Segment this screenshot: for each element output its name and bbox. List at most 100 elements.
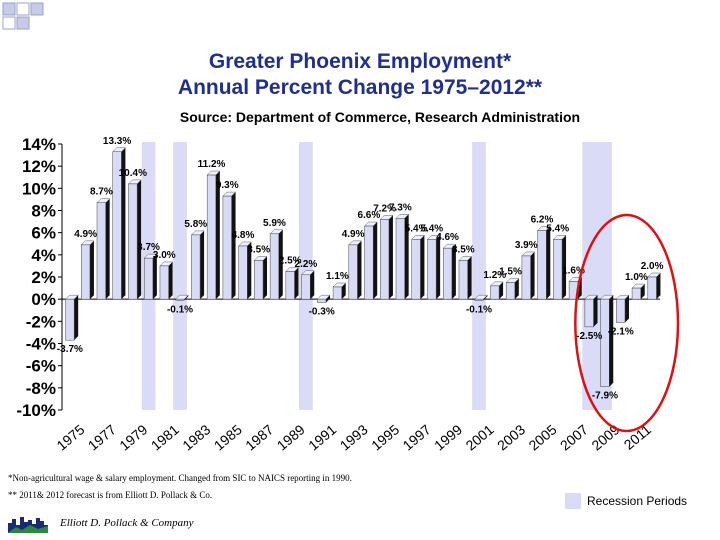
bar-2010	[615, 294, 630, 323]
bar-1991	[316, 294, 331, 303]
data-label-1992: 1.1%	[326, 271, 349, 282]
bar-face	[474, 298, 484, 301]
bar-side	[499, 281, 504, 300]
footnote-1: *Non-agricultural wage & salary employme…	[8, 473, 352, 483]
x-tick-label-1997: 1997	[400, 421, 434, 453]
data-label-2002: 1.2%	[483, 270, 506, 281]
y-tick-label: 14%	[22, 135, 56, 154]
bar-side	[168, 261, 173, 300]
data-label-1996: 7.3%	[389, 202, 412, 213]
data-label-1986: 4.8%	[232, 230, 255, 241]
x-tick-label-1991: 1991	[305, 421, 339, 453]
y-tick-label: -2%	[26, 312, 56, 331]
data-label-2011: 1.0%	[625, 272, 648, 283]
data-label-1984: 11.2%	[198, 159, 226, 170]
bar-1976	[80, 240, 95, 300]
bar-side	[121, 147, 126, 300]
bar-side	[640, 284, 645, 300]
data-label-2007: 1.6%	[562, 265, 585, 276]
bar-1979	[128, 179, 142, 300]
bar-2006	[552, 235, 567, 300]
bar-1992	[332, 282, 347, 300]
bar-face	[254, 260, 264, 300]
bar-2009	[600, 294, 614, 387]
bar-1982	[175, 294, 189, 301]
bar-face	[647, 276, 657, 300]
bar-1986	[238, 241, 252, 300]
y-tick-label: 4%	[31, 246, 56, 265]
data-label-1975: -3.7%	[57, 344, 83, 355]
x-tick-label-2011: 2011	[621, 421, 655, 453]
legend: Recession Periods	[565, 493, 687, 509]
bar-side	[373, 222, 378, 300]
bar-1993	[348, 240, 362, 300]
data-label-2004: 3.9%	[515, 240, 538, 251]
bar-face	[505, 282, 516, 300]
data-label-1977: 8.7%	[90, 187, 113, 198]
annotations	[574, 213, 680, 433]
bar-side	[514, 278, 519, 300]
x-tick-label-1999: 1999	[431, 421, 465, 453]
chart-subtitle: Source: Department of Commerce, Research…	[179, 109, 581, 125]
bar-side	[420, 235, 425, 300]
x-tick-label-1985: 1985	[211, 421, 245, 453]
bar-face	[128, 183, 138, 300]
bar-side	[325, 295, 330, 303]
bar-side	[231, 192, 236, 300]
data-label-2003: 1.5%	[499, 267, 522, 278]
data-label-1985: 9.3%	[216, 180, 239, 191]
bar-1989	[285, 267, 299, 300]
bar-1998	[427, 235, 441, 300]
x-tick-label-1995: 1995	[368, 421, 402, 453]
y-tick-label: -8%	[26, 379, 56, 398]
bar-side	[215, 171, 220, 300]
y-tick-label: -6%	[26, 357, 56, 376]
data-label-1987: 3.5%	[247, 244, 270, 255]
data-label-2010: -2.1%	[608, 326, 634, 337]
data-label-2001: -0.1%	[466, 304, 492, 315]
bar-1987	[253, 256, 268, 300]
bar-face	[395, 218, 405, 300]
bar-face	[206, 174, 217, 300]
bar-face	[490, 285, 500, 300]
x-tick-label-1987: 1987	[242, 421, 276, 453]
bar-side	[467, 256, 472, 300]
bar-face	[427, 239, 437, 300]
y-tick-label: 0%	[31, 290, 56, 309]
bar-1999	[442, 243, 457, 300]
x-tick-label-2001: 2001	[463, 421, 497, 453]
data-label-2000: 3.5%	[452, 244, 475, 255]
bar-side	[562, 235, 567, 300]
bar-2012	[647, 272, 661, 300]
bar-2005	[537, 226, 551, 300]
bar-face	[600, 298, 610, 387]
bar-side	[89, 240, 94, 300]
bar-face	[285, 271, 295, 300]
bar-side	[263, 256, 268, 300]
bar-face	[222, 195, 232, 300]
bar-face	[65, 298, 75, 341]
x-tick-labels: 1975197719791981198319851987198919911993…	[53, 421, 654, 453]
bar-face	[458, 260, 468, 300]
bar-1978	[112, 147, 126, 300]
bar-2000	[458, 256, 473, 300]
x-tick-label-2005: 2005	[525, 421, 559, 453]
data-label-1999: 4.6%	[436, 232, 459, 243]
data-label-2012: 2.0%	[641, 261, 664, 272]
bar-side	[137, 179, 142, 300]
data-label-2008: -2.5%	[576, 331, 602, 342]
bar-face	[380, 219, 390, 300]
bar-side	[341, 282, 346, 300]
legend-label: Recession Periods	[587, 494, 688, 508]
data-label-1979: 10.4%	[119, 168, 147, 179]
data-label-1982: -0.1%	[167, 304, 193, 315]
bar-face	[159, 265, 169, 300]
x-tick-label-1977: 1977	[85, 421, 119, 453]
y-tick-labels: 14% 12% 10% 8% 6% 4% 2% 0% -2% -4% -6% -8% -10%	[16, 135, 56, 420]
x-tick-label-1979: 1979	[116, 421, 150, 453]
bar-face	[553, 239, 563, 300]
y-tick-label: 12%	[22, 157, 56, 176]
bar-side	[530, 251, 535, 300]
bar-1983	[190, 230, 205, 300]
data-label-1998: 5.4%	[420, 223, 443, 234]
